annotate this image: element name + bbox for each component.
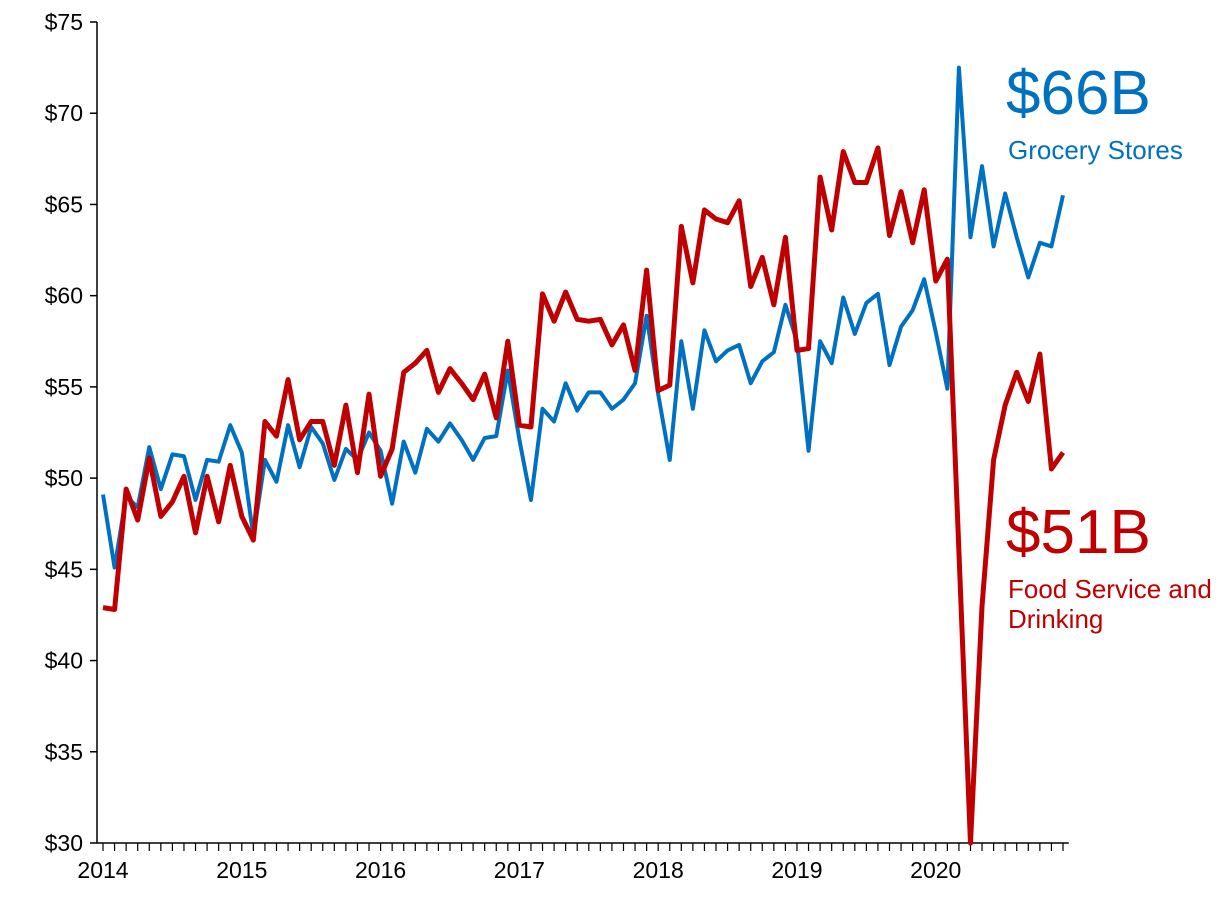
series-name-label: Grocery Stores [1008,135,1183,165]
x-tick-label: 2020 [910,857,961,883]
y-tick-label: $45 [45,556,83,582]
y-tick-label: $75 [45,9,83,35]
series-value-label: $66B [1006,59,1151,128]
series-name-label: Food Service and Drinking [1008,574,1212,634]
y-tick-label: $30 [45,830,83,856]
y-tick-label: $55 [45,374,83,400]
x-tick-label: 2015 [216,857,267,883]
y-tick-label: $40 [45,648,83,674]
y-tick-label: $70 [45,100,83,126]
y-tick-label: $35 [45,739,83,765]
x-tick-label: 2014 [77,857,128,883]
x-tick-label: 2016 [355,857,406,883]
x-tick-label: 2018 [633,857,684,883]
x-tick-label: 2019 [771,857,822,883]
series-line [101,65,1065,570]
y-tick-label: $50 [45,465,83,491]
series-line [102,145,1066,846]
y-tick-label: $65 [45,191,83,217]
y-tick-label: $60 [45,283,83,309]
series-value-label: $51B [1006,498,1151,567]
x-tick-label: 2017 [494,857,545,883]
